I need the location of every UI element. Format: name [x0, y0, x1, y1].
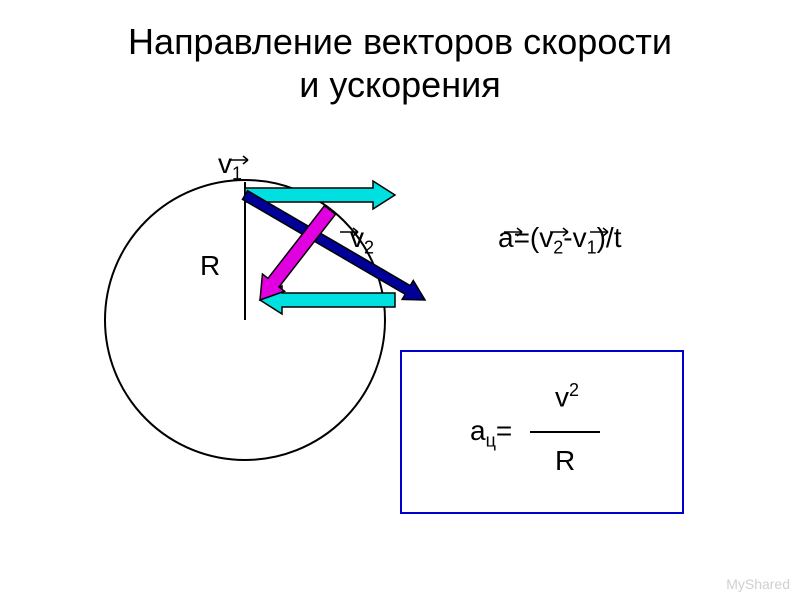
label-acentr: aц=: [470, 415, 512, 452]
label-accel-formula: a=(v2-v1)/t: [498, 222, 622, 259]
label-vsquared: v2: [555, 380, 579, 413]
label-R-denom: R: [555, 445, 575, 477]
label-R: R: [200, 250, 220, 282]
label-v2: v2: [350, 222, 374, 259]
watermark: MyShared: [726, 576, 790, 592]
label-v1: v1: [218, 148, 242, 185]
centripetal-formula-box: [400, 350, 684, 514]
